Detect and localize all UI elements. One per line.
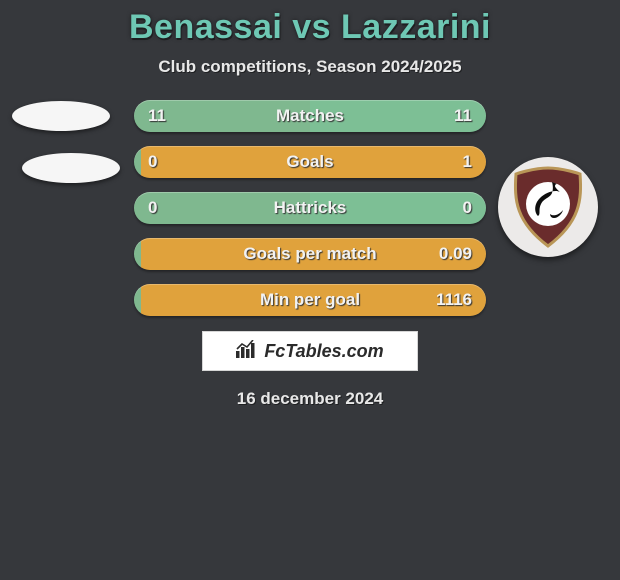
chart-icon (236, 340, 258, 363)
shield-inner-circle (526, 182, 570, 226)
stat-row: Min per goal1116 (20, 285, 600, 315)
right-team-crest (498, 157, 598, 257)
shield-icon (508, 166, 588, 248)
stat-label: Hattricks (134, 198, 486, 218)
watermark: FcTables.com (202, 331, 418, 371)
stat-label: Goals per match (134, 244, 486, 264)
page-title: Benassai vs Lazzarini (0, 8, 620, 47)
stat-label: Min per goal (134, 290, 486, 310)
stat-label: Goals (134, 152, 486, 172)
stat-label: Matches (134, 106, 486, 126)
subtitle: Club competitions, Season 2024/2025 (0, 57, 620, 77)
watermark-text: FcTables.com (264, 341, 383, 362)
left-team-badge-1 (12, 101, 110, 131)
stat-bar: Min per goal1116 (134, 284, 486, 316)
left-team-badge-2 (22, 153, 120, 183)
stat-bar: 0Hattricks0 (134, 192, 486, 224)
stat-bar: 11Matches11 (134, 100, 486, 132)
stat-bar: 0Goals1 (134, 146, 486, 178)
date-text: 16 december 2024 (0, 389, 620, 409)
stat-bar: Goals per match0.09 (134, 238, 486, 270)
stats-area: 11Matches11 0Goals1 0Hattricks0 Goals per m… (0, 101, 620, 315)
